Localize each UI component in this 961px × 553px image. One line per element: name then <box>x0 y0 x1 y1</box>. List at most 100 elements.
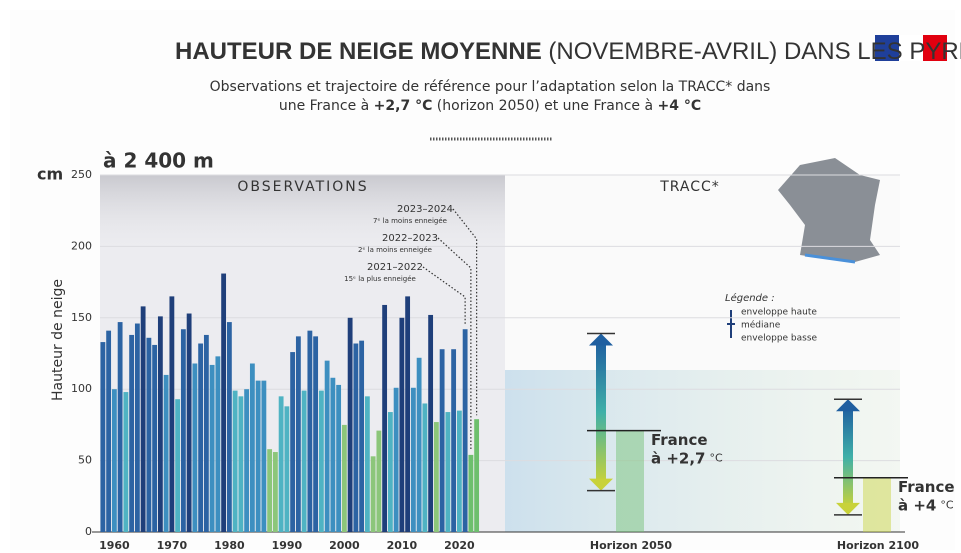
annotation-line <box>437 237 472 451</box>
envelope <box>843 407 853 507</box>
bar <box>318 390 324 532</box>
bar <box>157 316 163 532</box>
bar <box>376 430 382 532</box>
arrow-head <box>836 399 860 412</box>
bar <box>192 363 198 532</box>
bar <box>393 387 399 532</box>
bar <box>169 296 175 532</box>
bar <box>180 329 186 532</box>
scenario-label: France <box>651 431 708 449</box>
y-tick-label: 150 <box>71 311 92 324</box>
bar <box>428 314 434 532</box>
france-map <box>778 158 880 262</box>
bar <box>186 313 192 532</box>
x-tick-label: 2020 <box>444 539 475 552</box>
chart-title: HAUTEUR DE NEIGE MOYENNE (NOVEMBRE-AVRIL… <box>175 38 961 65</box>
bar <box>353 343 359 532</box>
legend-title: Légende : <box>725 292 775 304</box>
annotation: 2023–2024 <box>397 204 453 215</box>
bar <box>249 363 255 532</box>
bar <box>284 406 290 532</box>
bar <box>462 329 468 532</box>
bar <box>278 396 284 532</box>
bar <box>451 349 457 532</box>
scenario-level: à +4 °C <box>898 496 954 514</box>
x-tick-label: 1970 <box>157 539 188 552</box>
arrow-head <box>589 478 613 491</box>
bar <box>468 454 474 532</box>
tracc-label: TRACC* <box>659 179 720 195</box>
legend-median: médiane <box>741 320 781 331</box>
y-tick-label: 250 <box>71 168 92 181</box>
x-tick-label: Horizon 2050 <box>590 539 673 552</box>
bar <box>347 317 353 532</box>
bar <box>422 403 428 532</box>
annotation-note: 15ᵉ la plus enneigée <box>344 275 416 283</box>
obs-header <box>100 175 505 265</box>
bar <box>134 323 140 532</box>
bar <box>232 390 238 532</box>
annotation: 2021–2022 <box>367 262 423 273</box>
envelope <box>596 341 606 483</box>
scenario-label: France <box>898 478 955 496</box>
bar <box>307 330 313 532</box>
scenario-level: à +2,7 °C <box>651 449 723 467</box>
bar <box>226 322 232 532</box>
bar <box>146 337 152 532</box>
y-tick-label: 0 <box>85 525 92 538</box>
bar <box>399 317 405 532</box>
x-tick-label: Horizon 2100 <box>837 539 920 552</box>
annotation-line <box>422 266 466 326</box>
bar <box>272 452 278 532</box>
legend: Légende : enveloppe haute médiane envelo… <box>725 292 818 344</box>
y-axis-label: Hauteur de neige <box>50 279 66 401</box>
bar <box>301 390 307 532</box>
bar <box>359 340 365 532</box>
bar <box>100 342 106 532</box>
pyrenees <box>804 253 856 264</box>
y-tick-label: 50 <box>78 454 92 467</box>
subtitle: Observations et trajectoire de référence… <box>210 79 771 95</box>
x-tick-label: 1990 <box>272 539 303 552</box>
bar <box>387 412 393 532</box>
bar <box>111 389 117 532</box>
subtitle: une France à +2,7 °C (horizon 2050) et u… <box>279 98 701 114</box>
tracc-fog <box>505 370 900 532</box>
bar <box>244 389 250 532</box>
x-tick-label: 2000 <box>329 539 360 552</box>
legend-low: enveloppe basse <box>741 334 818 344</box>
bar <box>433 422 439 532</box>
bar <box>295 336 301 532</box>
bar <box>175 399 181 532</box>
scenario-column <box>616 430 644 532</box>
bar <box>370 456 376 532</box>
bar <box>405 296 411 532</box>
bar <box>106 330 112 532</box>
bar <box>474 419 480 532</box>
bar <box>416 357 422 532</box>
bar <box>313 336 319 532</box>
bar <box>209 364 215 532</box>
bar <box>203 334 209 532</box>
bar <box>439 349 445 532</box>
bar <box>341 424 347 532</box>
bar <box>152 344 158 532</box>
bar <box>324 360 330 532</box>
bar <box>330 377 336 532</box>
annotation: 2022–2023 <box>382 233 438 244</box>
bar <box>267 449 273 532</box>
y-tick-label: 100 <box>71 382 92 395</box>
bar <box>123 392 129 532</box>
obs-label: OBSERVATIONS <box>237 179 368 195</box>
flag <box>875 35 947 61</box>
bar <box>456 410 462 532</box>
bar <box>445 412 451 532</box>
bar <box>129 334 135 532</box>
annotation-note: 7ᵉ la moins enneigée <box>373 217 447 225</box>
y-tick-label: 200 <box>71 239 92 252</box>
bar <box>255 380 261 532</box>
annotation-note: 2ᵉ la moins enneigée <box>358 246 432 254</box>
x-tick-label: 2010 <box>387 539 418 552</box>
bar <box>117 322 123 532</box>
